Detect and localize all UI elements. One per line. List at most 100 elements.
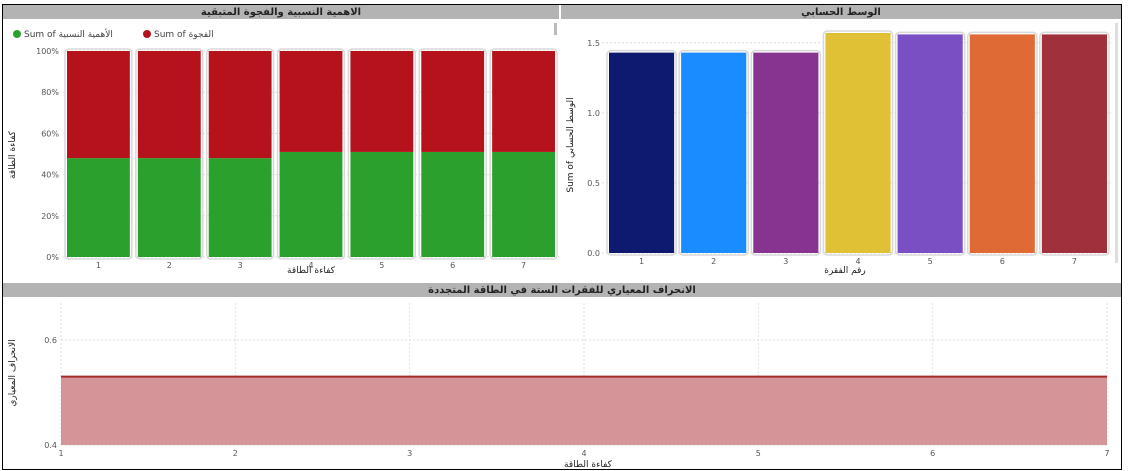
y-tick-label: 40% — [41, 171, 59, 180]
x-tick-label: 6 — [1000, 257, 1005, 266]
bars — [64, 48, 558, 260]
bar[interactable] — [1041, 34, 1107, 253]
x-tick-label: 4 — [581, 449, 586, 458]
area-series — [61, 375, 1107, 445]
y-axis-ticks: 0% 20% 40% 60% 80% 100% — [36, 47, 59, 262]
bar-frame — [606, 49, 677, 256]
chart-title: الوسط الحسابي — [801, 7, 881, 18]
y-tick-label: 100% — [36, 47, 59, 56]
legend-label: Sum of الفجوة — [154, 30, 214, 40]
y-tick-label: 0.5 — [587, 179, 600, 188]
bar-frame — [489, 48, 558, 260]
x-tick-label: 6 — [930, 449, 935, 458]
x-tick-label: 7 — [1104, 449, 1109, 458]
x-axis-label: كفاءة الطاقة — [287, 266, 336, 276]
y-axis-label: كفاءة الطاقة — [8, 130, 18, 179]
bar-segment[interactable] — [137, 158, 201, 257]
legend-item[interactable]: Sum of الفجوة — [143, 30, 214, 40]
bar[interactable] — [969, 34, 1035, 253]
bar[interactable] — [897, 34, 963, 253]
bar-segment[interactable] — [421, 51, 485, 152]
x-axis-label: رقم الفقرة — [824, 266, 866, 276]
y-axis-ticks: 0.4 0.6 — [44, 336, 57, 450]
x-tick-label: 3 — [238, 261, 243, 270]
bar-frame — [678, 49, 750, 256]
bar-segment[interactable] — [279, 151, 343, 257]
bar[interactable] — [753, 52, 819, 254]
x-tick-label: 2 — [233, 449, 238, 458]
bars — [606, 30, 1110, 256]
bar-segment[interactable] — [492, 151, 555, 257]
x-tick-label: 1 — [96, 261, 101, 270]
x-tick-label: 2 — [167, 261, 172, 270]
x-tick-label: 6 — [450, 261, 455, 270]
legend-marker — [13, 30, 21, 38]
x-tick-label: 4 — [855, 257, 860, 266]
chart-title: الانحراف المعياري للفقرات الستة في الطاق… — [428, 285, 696, 296]
chart-title: الاهمية النسبية والفجوة المتبقية — [201, 7, 361, 18]
y-axis-ticks: 0.0 0.5 1.0 1.5 — [587, 39, 600, 258]
y-tick-label: 60% — [41, 129, 59, 138]
bar-frame — [418, 48, 487, 260]
x-axis-ticks: 1 2 3 4 5 6 7 — [58, 449, 1109, 458]
panel-header-bar — [561, 5, 1121, 19]
y-tick-label: 80% — [41, 88, 59, 97]
dashboard-frame: الاهمية النسبية والفجوة المتبقية Sum of … — [2, 4, 1122, 470]
y-tick-label: 1.0 — [587, 109, 600, 118]
bar-segment[interactable] — [67, 51, 130, 159]
x-axis-ticks: 1 2 3 4 5 6 7 — [639, 257, 1077, 266]
x-tick-label: 3 — [407, 449, 412, 458]
dashboard-chart: الاهمية النسبية والفجوة المتبقية Sum of … — [3, 5, 1121, 469]
y-tick-label: 20% — [41, 212, 59, 221]
x-tick-label: 5 — [756, 449, 761, 458]
legend-item[interactable]: Sum of الأهمية النسبية — [13, 28, 113, 40]
bar-segment[interactable] — [279, 51, 343, 152]
x-tick-label: 2 — [711, 257, 716, 266]
x-axis-label: كفاءة الطاقة — [564, 460, 613, 469]
y-tick-label: 0.4 — [44, 441, 57, 450]
x-tick-label: 5 — [379, 261, 384, 270]
x-tick-label: 7 — [1072, 257, 1077, 266]
panel-header-bar — [3, 5, 559, 19]
bar-frame — [347, 48, 417, 260]
scrollbar-thumb[interactable] — [554, 23, 557, 35]
bar[interactable] — [825, 33, 891, 253]
bar-frame — [894, 31, 966, 256]
x-tick-label: 5 — [928, 257, 933, 266]
y-tick-label: 0% — [46, 253, 59, 262]
bar-segment[interactable] — [492, 51, 555, 152]
panel-relative-importance: الاهمية النسبية والفجوة المتبقية Sum of … — [3, 5, 559, 276]
x-axis-ticks: 1 2 3 4 5 6 7 — [96, 261, 526, 270]
bar-frame — [64, 48, 133, 260]
legend[interactable]: Sum of الأهمية النسبية Sum of الفجوة — [13, 28, 214, 40]
y-axis-label: الانحراف المعياري — [8, 339, 18, 406]
panel-std-dev: الانحراف المعياري للفقرات الستة في الطاق… — [3, 283, 1121, 469]
area-fill — [61, 376, 1107, 445]
bar-segment[interactable] — [67, 158, 130, 257]
x-tick-label: 3 — [783, 257, 788, 266]
legend-marker — [143, 30, 151, 38]
x-tick-label: 4 — [308, 261, 313, 270]
bar-frame — [1039, 31, 1110, 256]
bar-frame — [822, 30, 894, 256]
y-tick-label: 0.6 — [44, 336, 57, 345]
y-tick-label: 0.0 — [587, 249, 600, 258]
y-tick-label: 1.5 — [587, 39, 600, 48]
x-tick-label: 1 — [58, 449, 63, 458]
legend-label: Sum of الأهمية النسبية — [24, 28, 113, 40]
bar-frame — [276, 48, 346, 260]
bar[interactable] — [681, 52, 747, 254]
panel-mean: الوسط الحسابي 0.0 0.5 1.0 1.5 1 2 3 4 5 6 7 رقم ا… — [561, 5, 1121, 276]
bar-frame — [966, 31, 1038, 256]
bar-frame — [205, 48, 275, 260]
bar-segment[interactable] — [421, 151, 485, 257]
bar-segment[interactable] — [350, 51, 414, 152]
panel-header-bar — [3, 283, 1121, 297]
scrollbar-thumb[interactable] — [1115, 23, 1118, 263]
bar-segment[interactable] — [208, 158, 272, 257]
x-tick-label: 7 — [521, 261, 526, 270]
bar-segment[interactable] — [137, 51, 201, 159]
bar[interactable] — [609, 52, 675, 254]
bar-segment[interactable] — [208, 51, 272, 159]
bar-segment[interactable] — [350, 151, 414, 257]
